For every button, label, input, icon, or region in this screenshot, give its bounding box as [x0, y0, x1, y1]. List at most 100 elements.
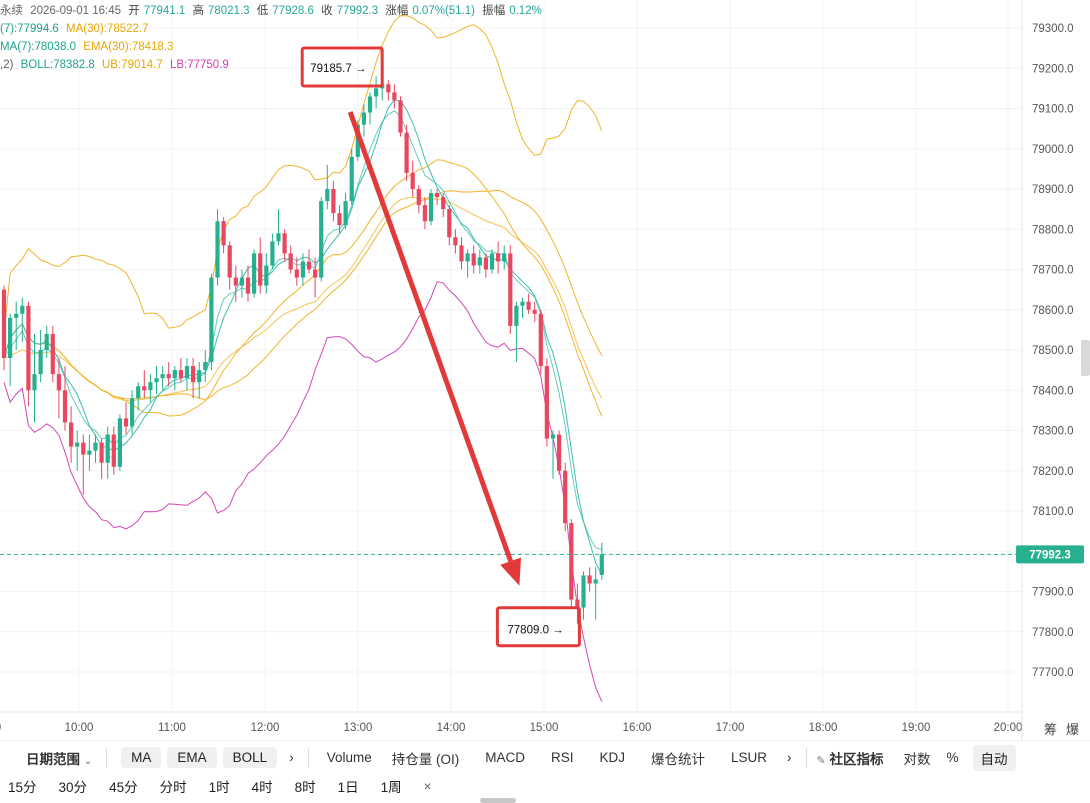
timeframe-30m[interactable]: 30分 — [58, 780, 88, 795]
candle-body — [239, 277, 244, 286]
candle-body — [32, 374, 37, 391]
timeframe-line[interactable]: 分时 — [159, 780, 187, 795]
divider — [106, 747, 108, 768]
candle-body — [264, 265, 269, 286]
current-price-tag — [1016, 545, 1084, 564]
timeframe-8h[interactable]: 8时 — [294, 780, 316, 795]
candle-body — [233, 277, 238, 286]
candle-body — [87, 450, 92, 455]
date-range-label: 日期范围 — [26, 751, 80, 767]
low-annotation-box — [495, 606, 581, 648]
candle-body — [160, 374, 165, 379]
candle-body — [142, 386, 147, 391]
candle-body — [441, 197, 446, 210]
price-tick-label: 78600.0 — [1032, 305, 1074, 317]
time-tick-label: 15:00 — [530, 722, 559, 734]
price-tick-label: 78200.0 — [1032, 466, 1074, 478]
high-price-label: 79185.7 → — [310, 63, 366, 75]
candle-body — [215, 221, 220, 278]
ema30-value: EMA(30):78418.3 — [83, 41, 174, 53]
time-tick-label: 0 — [0, 722, 1, 734]
candle-body — [313, 269, 318, 278]
indicator-lsur[interactable]: LSUR — [731, 750, 768, 765]
tab-ema[interactable]: EMA — [167, 747, 217, 768]
chevron-right-icon[interactable]: › — [787, 750, 792, 765]
low-label: 低 — [256, 5, 269, 17]
candle-body — [465, 253, 470, 262]
timeframe-1w[interactable]: 1周 — [380, 780, 402, 795]
chevron-right-icon[interactable]: › — [289, 750, 294, 765]
tab-boll[interactable]: BOLL — [222, 747, 278, 768]
high-label: 高 — [192, 5, 205, 17]
candlestick-chart[interactable]: 77700.077800.077900.078000.078100.078200… — [0, 0, 1090, 740]
boll-lb-value: LB:77750.9 — [169, 59, 229, 71]
candle-body — [276, 233, 281, 242]
candle-body — [81, 442, 86, 455]
indicator-macd[interactable]: MACD — [485, 750, 525, 765]
price-tick-label: 78700.0 — [1032, 265, 1074, 277]
log-scale-toggle[interactable]: 对数 — [903, 751, 931, 767]
candle-body — [569, 523, 574, 600]
candle-body — [563, 470, 568, 524]
candle-body — [8, 317, 13, 359]
candle-body — [410, 172, 415, 189]
candle-body — [398, 100, 403, 133]
close-label: 收 — [321, 5, 333, 17]
time-tick-label: 11:00 — [158, 722, 186, 734]
ma7-value: (7):77994.6 — [0, 23, 59, 35]
price-tick-label: 77800.0 — [1032, 627, 1074, 639]
candle-body — [62, 390, 68, 423]
timeframe-1d[interactable]: 1日 — [337, 780, 359, 795]
price-tick-label: 79300.0 — [1032, 23, 1074, 35]
community-indicators-label: 社区指标 — [829, 751, 884, 767]
candle-body — [520, 301, 525, 306]
candle-body — [227, 245, 232, 278]
candle-body — [221, 221, 226, 246]
indicator-rsi[interactable]: RSI — [550, 750, 574, 765]
chip-distribution-toggle: 筹 — [1044, 722, 1057, 738]
indicator-liquidation[interactable]: 爆仓统计 — [651, 751, 706, 767]
candle-body — [184, 366, 190, 379]
date-range-button[interactable]: 日期范围 ⌄ — [26, 748, 92, 768]
time-tick-label: 12:00 — [251, 722, 280, 734]
open-label: 开 — [128, 5, 140, 17]
time-tick-label: 14:00 — [437, 722, 466, 734]
scroll-handle[interactable] — [480, 798, 516, 803]
timeframe-4h[interactable]: 4时 — [251, 780, 273, 795]
change-label: 涨幅 — [385, 5, 409, 17]
candle-body — [44, 333, 49, 350]
candle-body — [508, 253, 513, 326]
candle-body — [428, 193, 434, 222]
candle-body — [435, 193, 440, 198]
timeframe-15m[interactable]: 15分 — [8, 780, 37, 795]
boll-ub-value: UB:79014.7 — [102, 59, 163, 71]
candle-body — [459, 245, 464, 262]
indicator-oi[interactable]: 持仓量 (OI) — [391, 751, 460, 767]
tab-ma[interactable]: MA — [121, 747, 162, 768]
timeframe-1h[interactable]: 1时 — [208, 780, 230, 795]
price-tick-label: 79000.0 — [1032, 144, 1074, 156]
candle-body — [325, 189, 330, 202]
indicator-volume[interactable]: Volume — [326, 750, 372, 765]
percent-scale-toggle[interactable]: % — [946, 750, 959, 765]
close-icon[interactable]: × — [423, 778, 432, 794]
side-collapse-handle[interactable] — [1081, 340, 1090, 376]
candle-body — [392, 92, 397, 101]
chevron-down-icon: ⌄ — [83, 755, 93, 767]
current-price-label: 77992.3 — [1029, 549, 1071, 561]
indicator-kdj[interactable]: KDJ — [599, 750, 626, 765]
candle-body — [386, 84, 391, 93]
candle-body — [306, 261, 312, 270]
auto-scale-button[interactable]: 自动 — [972, 744, 1016, 771]
candle-body — [319, 201, 324, 278]
candle-body — [69, 422, 74, 447]
community-indicators-button[interactable]: ✎ 社区指标 — [817, 748, 884, 768]
price-tick-label: 79100.0 — [1032, 104, 1074, 116]
candle-body — [209, 277, 214, 363]
ema30-line — [3, 196, 603, 402]
price-tick-label: 78100.0 — [1032, 506, 1074, 518]
high-annotation-box — [300, 46, 384, 88]
timeframe-45m[interactable]: 45分 — [109, 780, 138, 795]
boll-params: ,2) — [0, 59, 14, 71]
